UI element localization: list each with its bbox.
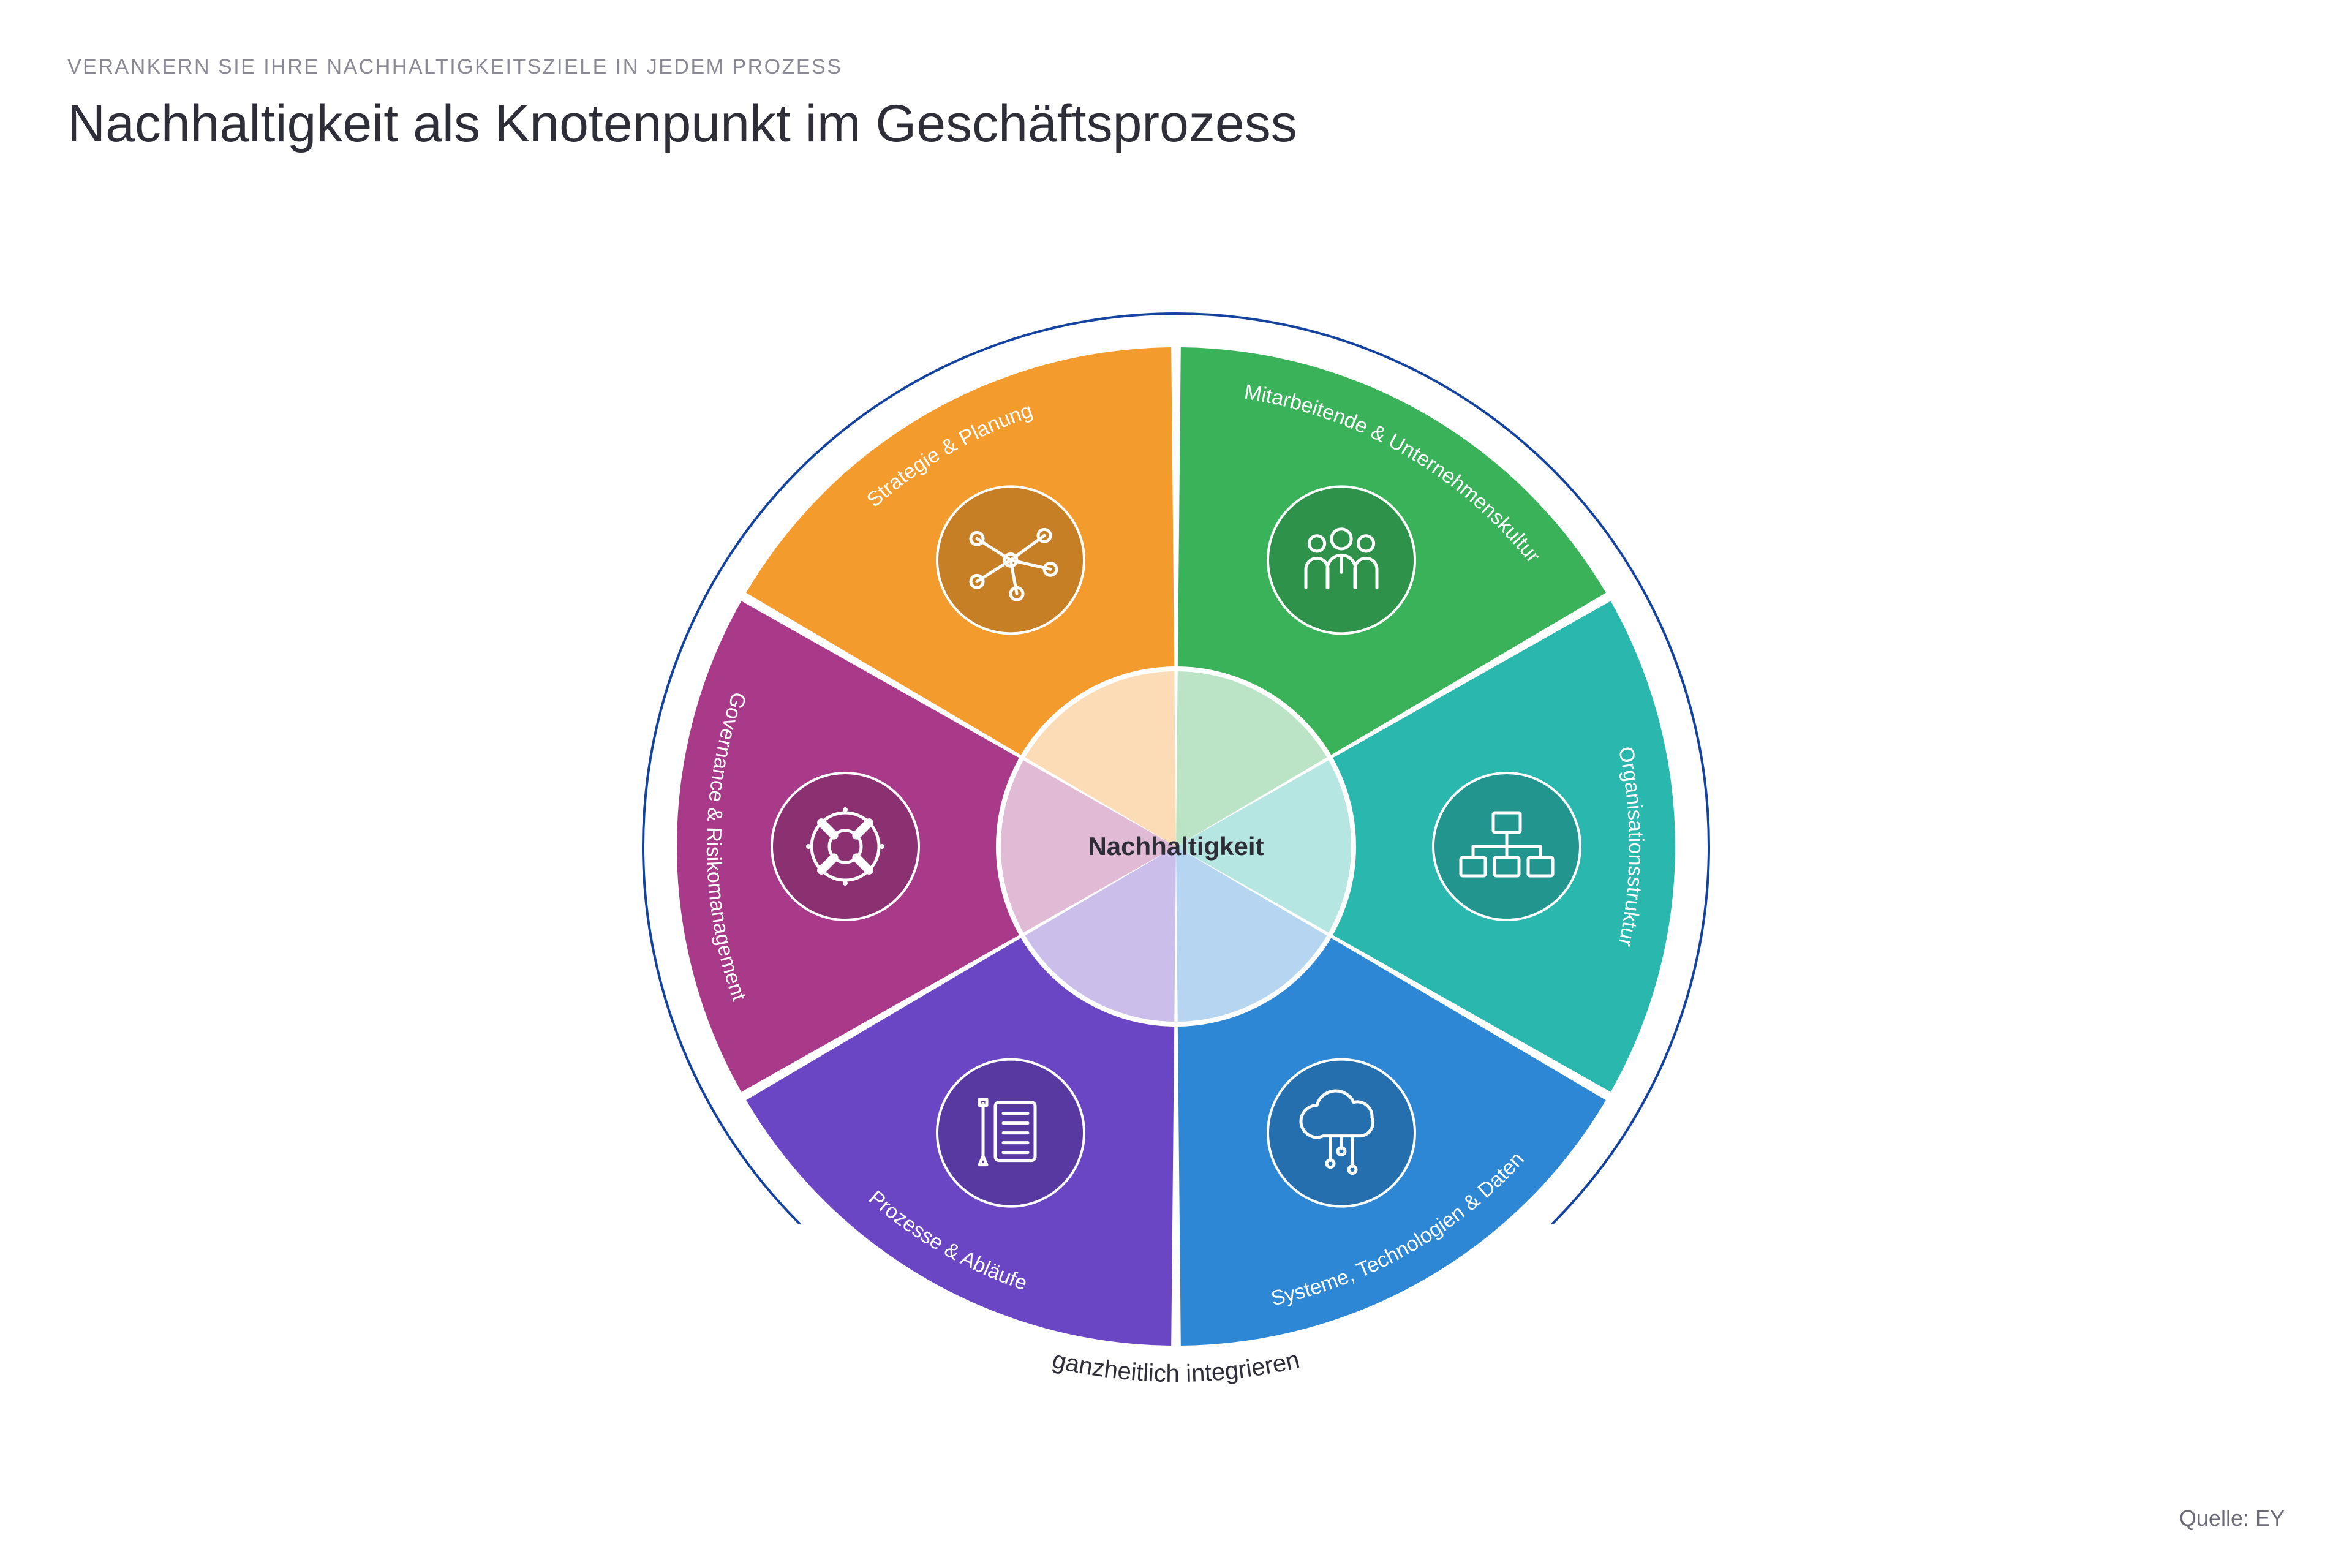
outer-caption: ganzheitlich integrieren	[1050, 1346, 1302, 1387]
governance-icon	[772, 773, 919, 920]
sustainability-wheel: NachhaltigkeitStrategie & PlanungMitarbe…	[582, 252, 1770, 1441]
systeme-icon	[1268, 1060, 1415, 1207]
org-icon	[1433, 773, 1580, 920]
center-label: Nachhaltigkeit	[1088, 832, 1264, 861]
eyebrow-text: VERANKERN SIE IHRE NACHHALTIGKEITSZIELE …	[67, 55, 2285, 79]
mitarb-icon	[1268, 487, 1415, 634]
strategie-icon	[937, 487, 1084, 634]
source-label: Quelle: EY	[2179, 1506, 2285, 1531]
page-headline: Nachhaltigkeit als Knotenpunkt im Geschä…	[67, 96, 2285, 151]
page: VERANKERN SIE IHRE NACHHALTIGKEITSZIELE …	[0, 0, 2352, 1568]
prozesse-icon	[937, 1060, 1084, 1207]
